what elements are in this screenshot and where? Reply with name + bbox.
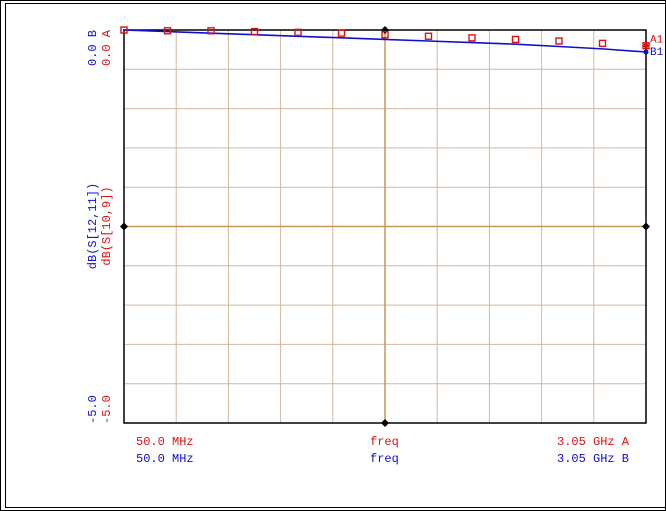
series-point-red [511,35,520,44]
x-right-label-b: 3.05 GHz B [557,452,629,466]
series-point-red [381,31,389,39]
chart-panel [5,3,666,508]
series-point-red [120,26,128,34]
series-point-red [555,37,563,45]
y-top-label-a: 0.0 A [100,29,114,66]
series-point-red [250,27,259,36]
series-point-red [163,27,172,35]
y-axis-title-red: dB(S[10,9]) [100,186,114,265]
marker-label: B1 [650,47,664,59]
series-point-red [207,27,215,35]
series-point-red [294,28,302,37]
y-bottom-label-b: -5.0 [86,395,100,424]
x-center-label-a: freq [370,435,399,449]
x-center-label-b: freq [370,452,399,466]
marker-label: A1 [650,35,664,47]
y-bottom-label-a: -5.0 [100,395,114,424]
series-point-red [468,34,476,42]
plot-area-frame [123,29,647,424]
x-left-label-b: 50.0 MHz [136,452,194,466]
x-left-label-a: 50.0 MHz [136,435,194,449]
series-point-red [337,29,346,37]
y-axis-title-blue: dB(S[12,11]) [86,183,100,269]
series-point-red [598,39,607,48]
center-axes [120,26,650,427]
series-point-red [642,42,650,50]
x-right-label-a: 3.05 GHz A [557,435,630,449]
y-top-label-b: 0.0 B [86,30,100,66]
series-end-marker [643,49,649,55]
series-point-red [424,32,433,40]
series-end-marker [643,43,649,49]
